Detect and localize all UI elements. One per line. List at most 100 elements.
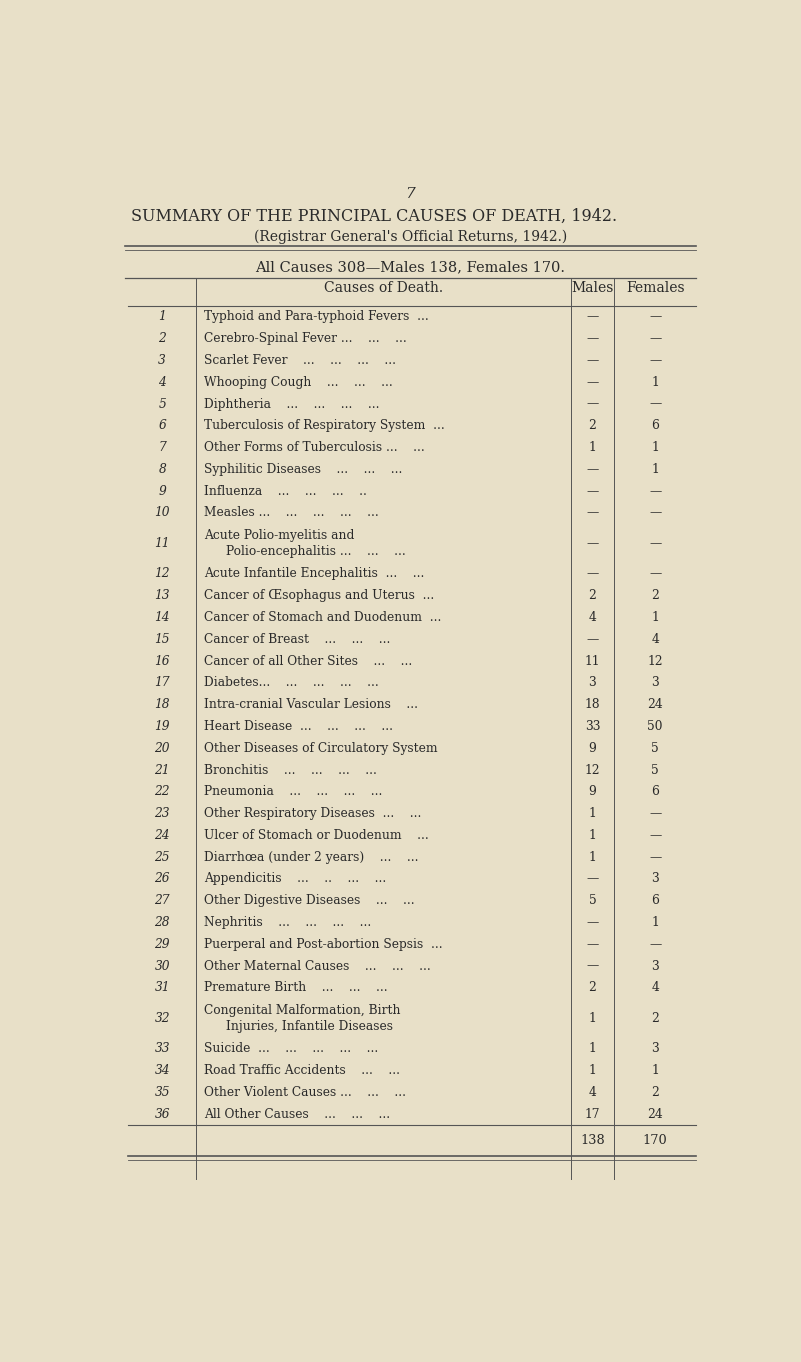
Text: —: — xyxy=(649,851,661,864)
Text: Appendicitis    ...    ..    ...    ...: Appendicitis ... .. ... ... xyxy=(203,873,386,885)
Text: 6: 6 xyxy=(651,786,659,798)
Text: 1: 1 xyxy=(589,1042,596,1056)
Text: Road Traffic Accidents    ...    ...: Road Traffic Accidents ... ... xyxy=(203,1064,400,1077)
Text: 1: 1 xyxy=(589,808,596,820)
Text: Ulcer of Stomach or Duodenum    ...: Ulcer of Stomach or Duodenum ... xyxy=(203,829,429,842)
Text: —: — xyxy=(649,507,661,519)
Text: 2: 2 xyxy=(589,590,596,602)
Text: Congenital Malformation, Birth: Congenital Malformation, Birth xyxy=(203,1004,400,1017)
Text: 1: 1 xyxy=(589,1064,596,1077)
Text: 27: 27 xyxy=(155,895,170,907)
Text: 2: 2 xyxy=(159,332,166,345)
Text: 1: 1 xyxy=(651,463,659,475)
Text: 16: 16 xyxy=(155,655,170,667)
Text: —: — xyxy=(649,332,661,345)
Text: 1: 1 xyxy=(651,1064,659,1077)
Text: 31: 31 xyxy=(155,982,170,994)
Text: —: — xyxy=(586,311,598,323)
Text: 5: 5 xyxy=(159,398,166,410)
Text: 24: 24 xyxy=(647,699,663,711)
Text: —: — xyxy=(586,917,598,929)
Text: 12: 12 xyxy=(155,568,170,580)
Text: 9: 9 xyxy=(589,742,596,755)
Text: 10: 10 xyxy=(155,507,170,519)
Text: 4: 4 xyxy=(651,982,659,994)
Text: 24: 24 xyxy=(647,1107,663,1121)
Text: —: — xyxy=(649,537,661,550)
Text: SUMMARY OF THE PRINCIPAL CAUSES OF DEATH, 1942.: SUMMARY OF THE PRINCIPAL CAUSES OF DEATH… xyxy=(131,207,618,225)
Text: —: — xyxy=(586,537,598,550)
Text: 22: 22 xyxy=(155,786,170,798)
Text: Syphilitic Diseases    ...    ...    ...: Syphilitic Diseases ... ... ... xyxy=(203,463,402,475)
Text: 5: 5 xyxy=(589,895,596,907)
Text: 1: 1 xyxy=(589,829,596,842)
Text: 21: 21 xyxy=(155,764,170,776)
Text: 6: 6 xyxy=(651,419,659,432)
Text: —: — xyxy=(586,398,598,410)
Text: 1: 1 xyxy=(651,376,659,388)
Text: 33: 33 xyxy=(155,1042,170,1056)
Text: 8: 8 xyxy=(159,463,166,475)
Text: 19: 19 xyxy=(155,720,170,733)
Text: 13: 13 xyxy=(155,590,170,602)
Text: 3: 3 xyxy=(651,1042,659,1056)
Text: Females: Females xyxy=(626,281,684,296)
Text: (Registrar General's Official Returns, 1942.): (Registrar General's Official Returns, 1… xyxy=(254,230,567,244)
Text: —: — xyxy=(649,829,661,842)
Text: 32: 32 xyxy=(155,1012,170,1024)
Text: 17: 17 xyxy=(585,1107,600,1121)
Text: 17: 17 xyxy=(155,677,170,689)
Text: —: — xyxy=(649,311,661,323)
Text: Other Forms of Tuberculosis ...    ...: Other Forms of Tuberculosis ... ... xyxy=(203,441,425,454)
Text: Polio-encephalitis ...    ...    ...: Polio-encephalitis ... ... ... xyxy=(226,545,405,558)
Text: —: — xyxy=(586,354,598,366)
Text: Cancer of all Other Sites    ...    ...: Cancer of all Other Sites ... ... xyxy=(203,655,412,667)
Text: Measles ...    ...    ...    ...    ...: Measles ... ... ... ... ... xyxy=(203,507,379,519)
Text: —: — xyxy=(586,376,598,388)
Text: 1: 1 xyxy=(159,311,166,323)
Text: 11: 11 xyxy=(585,655,600,667)
Text: 4: 4 xyxy=(589,1086,596,1099)
Text: 23: 23 xyxy=(155,808,170,820)
Text: Pneumonia    ...    ...    ...    ...: Pneumonia ... ... ... ... xyxy=(203,786,382,798)
Text: 5: 5 xyxy=(651,742,659,755)
Text: Influenza    ...    ...    ...    ..: Influenza ... ... ... .. xyxy=(203,485,367,497)
Text: —: — xyxy=(649,354,661,366)
Text: —: — xyxy=(586,938,598,951)
Text: Cancer of Stomach and Duodenum  ...: Cancer of Stomach and Duodenum ... xyxy=(203,612,441,624)
Text: Bronchitis    ...    ...    ...    ...: Bronchitis ... ... ... ... xyxy=(203,764,376,776)
Text: Injuries, Infantile Diseases: Injuries, Infantile Diseases xyxy=(226,1020,392,1032)
Text: 33: 33 xyxy=(585,720,600,733)
Text: 4: 4 xyxy=(589,612,596,624)
Text: Other Digestive Diseases    ...    ...: Other Digestive Diseases ... ... xyxy=(203,895,414,907)
Text: —: — xyxy=(586,463,598,475)
Text: 28: 28 xyxy=(155,917,170,929)
Text: 20: 20 xyxy=(155,742,170,755)
Text: Cerebro-Spinal Fever ...    ...    ...: Cerebro-Spinal Fever ... ... ... xyxy=(203,332,407,345)
Text: Males: Males xyxy=(571,281,614,296)
Text: Causes of Death.: Causes of Death. xyxy=(324,281,443,296)
Text: 4: 4 xyxy=(651,633,659,646)
Text: Premature Birth    ...    ...    ...: Premature Birth ... ... ... xyxy=(203,982,388,994)
Text: —: — xyxy=(586,873,598,885)
Text: 4: 4 xyxy=(159,376,166,388)
Text: 3: 3 xyxy=(651,677,659,689)
Text: —: — xyxy=(649,808,661,820)
Text: —: — xyxy=(586,960,598,972)
Text: Other Respiratory Diseases  ...    ...: Other Respiratory Diseases ... ... xyxy=(203,808,421,820)
Text: 9: 9 xyxy=(589,786,596,798)
Text: 34: 34 xyxy=(155,1064,170,1077)
Text: 9: 9 xyxy=(159,485,166,497)
Text: 18: 18 xyxy=(155,699,170,711)
Text: Other Violent Causes ...    ...    ...: Other Violent Causes ... ... ... xyxy=(203,1086,406,1099)
Text: —: — xyxy=(586,633,598,646)
Text: —: — xyxy=(586,507,598,519)
Text: 3: 3 xyxy=(651,960,659,972)
Text: All Causes 308—Males 138, Females 170.: All Causes 308—Males 138, Females 170. xyxy=(256,260,566,274)
Text: Typhoid and Para-typhoid Fevers  ...: Typhoid and Para-typhoid Fevers ... xyxy=(203,311,429,323)
Text: Cancer of Œsophagus and Uterus  ...: Cancer of Œsophagus and Uterus ... xyxy=(203,590,434,602)
Text: Diphtheria    ...    ...    ...    ...: Diphtheria ... ... ... ... xyxy=(203,398,380,410)
Text: 36: 36 xyxy=(155,1107,170,1121)
Text: 170: 170 xyxy=(642,1133,667,1147)
Text: 1: 1 xyxy=(589,1012,596,1024)
